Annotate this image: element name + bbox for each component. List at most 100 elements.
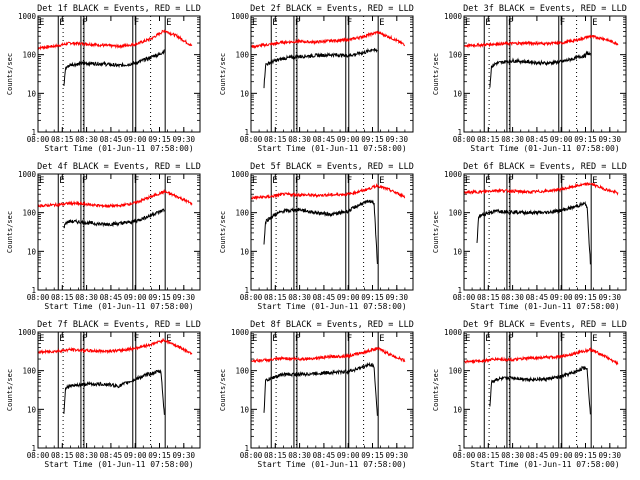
y-tick-label: 100 [235,209,249,218]
marker-label: E [485,18,490,28]
y-tick-label: 1 [31,286,36,295]
x-tick-label: 08:30 [75,135,98,144]
y-tick-label: 100 [448,367,462,376]
plot-frame [250,173,414,291]
y-tick-label: 1000 [231,170,250,179]
marker-label: E [592,176,597,186]
x-tick-label: 09:00 [550,135,573,144]
lld-series-line [463,181,619,196]
x-tick-label: 08:00 [27,451,50,460]
y-tick-label: 10 [27,89,37,98]
y-tick-label: 1 [244,444,249,453]
lld-series-line [463,34,619,49]
y-axis-label: Counts/sec [219,211,227,253]
panel-5: Det 5f BLACK = Events, RED = LLD Counts/s… [219,162,414,311]
x-tick-label: 08:15 [51,293,74,302]
y-tick-label: 100 [235,51,249,60]
x-tick-label: 09:00 [124,293,147,302]
marker-label: E [272,18,277,28]
x-tick-label: 08:15 [477,293,500,302]
lld-series-line [250,182,406,201]
x-tick-label: 08:30 [501,451,524,460]
plot-frame [463,331,627,449]
events-series-line [63,369,165,415]
marker-label: F [347,334,352,344]
marker-label-left: E [252,334,257,344]
y-tick-label: 100 [22,367,36,376]
events-series-line [63,208,165,229]
panel-title: Det 1f BLACK = Events, RED = LLD [37,4,201,14]
x-tick-label: 08:30 [75,451,98,460]
x-axis-label: Start Time (01-Jun-11 07:58:00) [44,302,193,311]
x-tick-label: 08:00 [240,451,263,460]
x-tick-label: 09:30 [386,135,409,144]
x-tick-label: 08:30 [288,451,311,460]
panel-1: Det 1f BLACK = Events, RED = LLD Counts/s… [6,4,201,153]
y-tick-label: 10 [240,405,250,414]
marker-label: E [166,176,171,186]
y-axis-label: Counts/sec [6,369,14,411]
x-axis-label: Start Time (01-Jun-11 07:58:00) [257,144,406,153]
y-axis-label: Counts/sec [432,53,440,95]
x-tick-label: 08:15 [477,451,500,460]
lld-series-line [37,337,193,355]
y-tick-label: 1000 [444,328,463,337]
x-axis-label: Start Time (01-Jun-11 07:58:00) [44,144,193,153]
y-tick-label: 1000 [18,170,37,179]
marker-label: F [82,334,87,344]
marker-label: F [347,176,352,186]
marker-label: F [560,176,565,186]
lld-series-line [37,188,193,209]
plot-frame [463,173,627,291]
x-tick-label: 09:00 [124,135,147,144]
y-axis-label: Counts/sec [432,211,440,253]
panel-7: Det 7f BLACK = Events, RED = LLD Counts/s… [6,320,201,469]
marker-label: F [295,176,300,186]
x-axis-label: Start Time (01-Jun-11 07:58:00) [257,460,406,469]
x-axis-label: Start Time (01-Jun-11 07:58:00) [470,144,619,153]
marker-label-left: E [252,176,257,186]
marker-label: F [508,334,513,344]
y-tick-label: 1000 [231,328,250,337]
plot-frame [37,331,201,449]
x-axis-label: Start Time (01-Jun-11 07:58:00) [470,302,619,311]
marker-label: E [485,334,490,344]
y-axis-label: Counts/sec [219,369,227,411]
marker-label: E [485,176,490,186]
x-tick-label: 09:15 [574,451,597,460]
x-tick-label: 08:00 [240,293,263,302]
x-tick-label: 08:45 [100,451,123,460]
marker-label: F [134,176,139,186]
lld-series-line [37,29,193,51]
x-axis-label: Start Time (01-Jun-11 07:58:00) [470,460,619,469]
y-tick-label: 1000 [18,12,37,21]
panel-title: Det 7f BLACK = Events, RED = LLD [37,320,201,330]
y-axis-label: Counts/sec [219,53,227,95]
x-tick-label: 09:15 [361,293,384,302]
panel-title: Det 3f BLACK = Events, RED = LLD [463,4,627,14]
x-tick-label: 09:30 [599,451,622,460]
x-tick-label: 08:15 [264,451,287,460]
x-tick-label: 09:15 [361,135,384,144]
x-tick-label: 08:45 [526,451,549,460]
plot-frame [463,15,627,133]
events-series-line [263,47,378,89]
events-series-line [263,199,378,265]
panel-title: Det 8f BLACK = Events, RED = LLD [250,320,414,330]
marker-label: E [166,18,171,28]
y-tick-label: 10 [453,247,463,256]
marker-label: E [379,18,384,28]
x-tick-label: 09:00 [337,293,360,302]
x-tick-label: 09:15 [148,293,171,302]
x-tick-label: 09:15 [148,135,171,144]
marker-label-left: E [39,18,44,28]
x-tick-label: 08:00 [453,451,476,460]
x-tick-label: 08:30 [288,135,311,144]
x-tick-label: 09:30 [386,451,409,460]
marker-label: E [59,176,64,186]
panel-8: Det 8f BLACK = Events, RED = LLD Counts/s… [219,320,414,469]
marker-label: F [560,334,565,344]
marker-label: F [295,334,300,344]
x-tick-label: 08:15 [264,293,287,302]
x-axis-label: Start Time (01-Jun-11 07:58:00) [44,460,193,469]
